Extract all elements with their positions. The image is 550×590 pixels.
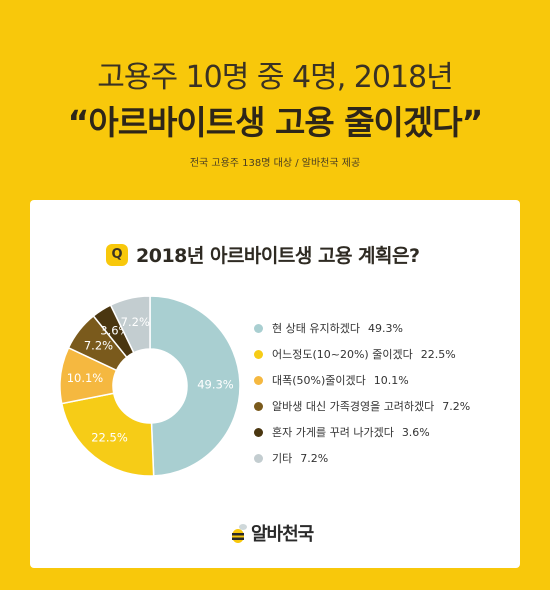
bee-logo-icon (232, 524, 247, 543)
legend-swatch (254, 349, 263, 359)
slice-label: 10.1% (67, 371, 104, 385)
logo-text: 알바천국 (251, 524, 314, 545)
legend-label: 혼자 가게를 꾸려 나가겠다 (272, 426, 394, 439)
legend-value: 3.6% (401, 425, 430, 439)
legend-swatch (254, 323, 263, 333)
legend-swatch (254, 401, 263, 411)
legend-item: 현 상태 유지하겠다 49.3% (254, 315, 516, 341)
donut-slice (149, 295, 241, 477)
question-badge: Q (106, 244, 128, 266)
slice-label: 7.2% (84, 339, 113, 353)
legend-value: 10.1% (373, 373, 409, 387)
legend-label: 어느정도(10~20%) 줄이겠다 (272, 348, 413, 361)
donut-slice (60, 392, 155, 477)
legend-item: 어느정도(10~20%) 줄이겠다 22.5% (254, 341, 516, 367)
slice-label: 7.2% (121, 315, 150, 329)
slice-label: 22.5% (91, 430, 128, 444)
question-title: 2018년 아르바이트생 고용 계획은? (136, 245, 420, 267)
legend-value: 49.3% (367, 321, 403, 335)
headline-primary: 고용주 10명 중 4명, 2018년 (97, 60, 454, 95)
headline-quote: “아르바이트생 고용 줄이겠다” (67, 103, 484, 142)
donut-slice (109, 295, 151, 354)
legend-label: 현 상태 유지하겠다 (272, 322, 360, 335)
donut-chart: 49.3%22.5%10.1%7.2%3.6%7.2% (59, 295, 241, 477)
survey-source: 전국 고용주 138명 대상 / 알바천국 제공 (189, 158, 361, 169)
legend-item: 혼자 가게를 꾸려 나가겠다 3.6% (254, 419, 516, 445)
chart-legend: 현 상태 유지하겠다 49.3% 어느정도(10~20%) 줄이겠다 22.5%… (254, 315, 516, 471)
legend-value: 7.2% (300, 451, 329, 465)
legend-swatch (254, 375, 263, 385)
legend-item: 기타 7.2% (254, 445, 516, 471)
legend-item: 대폭(50%)줄이겠다 10.1% (254, 367, 516, 393)
legend-value: 22.5% (420, 347, 456, 361)
header: 고용주 10명 중 4명, 2018년 “아르바이트생 고용 줄이겠다” 전국 … (0, 0, 550, 200)
legend-label: 대폭(50%)줄이겠다 (272, 374, 366, 387)
chart-card: Q 2018년 아르바이트생 고용 계획은? 49.3% 22.5% 10.1% 7.… (30, 200, 520, 568)
legend-item: 알바생 대신 가족경영을 고려하겠다 7.2% (254, 393, 516, 419)
legend-value: 7.2% (442, 399, 471, 413)
brand-logo: 알바천국 (230, 520, 314, 546)
legend-label: 알바생 대신 가족경영을 고려하겠다 (272, 400, 435, 413)
legend-swatch (254, 427, 263, 437)
legend-label: 기타 (272, 452, 293, 465)
slice-label: 49.3% (197, 378, 234, 392)
legend-swatch (254, 453, 263, 463)
